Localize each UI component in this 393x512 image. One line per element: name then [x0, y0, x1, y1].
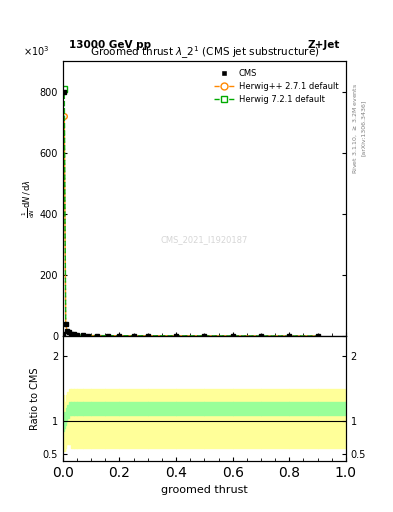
X-axis label: groomed thrust: groomed thrust	[161, 485, 248, 495]
Text: Z+Jet: Z+Jet	[308, 40, 340, 51]
Text: 13000 GeV pp: 13000 GeV pp	[68, 40, 151, 51]
Title: Groomed thrust $\lambda\_2^1$ (CMS jet substructure): Groomed thrust $\lambda\_2^1$ (CMS jet s…	[90, 44, 319, 61]
Text: [arXiv:1306.3436]: [arXiv:1306.3436]	[361, 100, 366, 156]
Text: Rivet 3.1.10, $\geq$ 3.2M events: Rivet 3.1.10, $\geq$ 3.2M events	[352, 82, 359, 174]
Legend: CMS, Herwig++ 2.7.1 default, Herwig 7.2.1 default: CMS, Herwig++ 2.7.1 default, Herwig 7.2.…	[210, 66, 342, 108]
Y-axis label: $\frac{1}{\mathrm{d}N}\,\mathrm{d}N\,/\,\mathrm{d}\lambda$: $\frac{1}{\mathrm{d}N}\,\mathrm{d}N\,/\,…	[20, 179, 37, 218]
Y-axis label: Ratio to CMS: Ratio to CMS	[30, 367, 40, 430]
Text: CMS_2021_I1920187: CMS_2021_I1920187	[161, 236, 248, 244]
Text: $\times 10^3$: $\times 10^3$	[23, 44, 50, 58]
